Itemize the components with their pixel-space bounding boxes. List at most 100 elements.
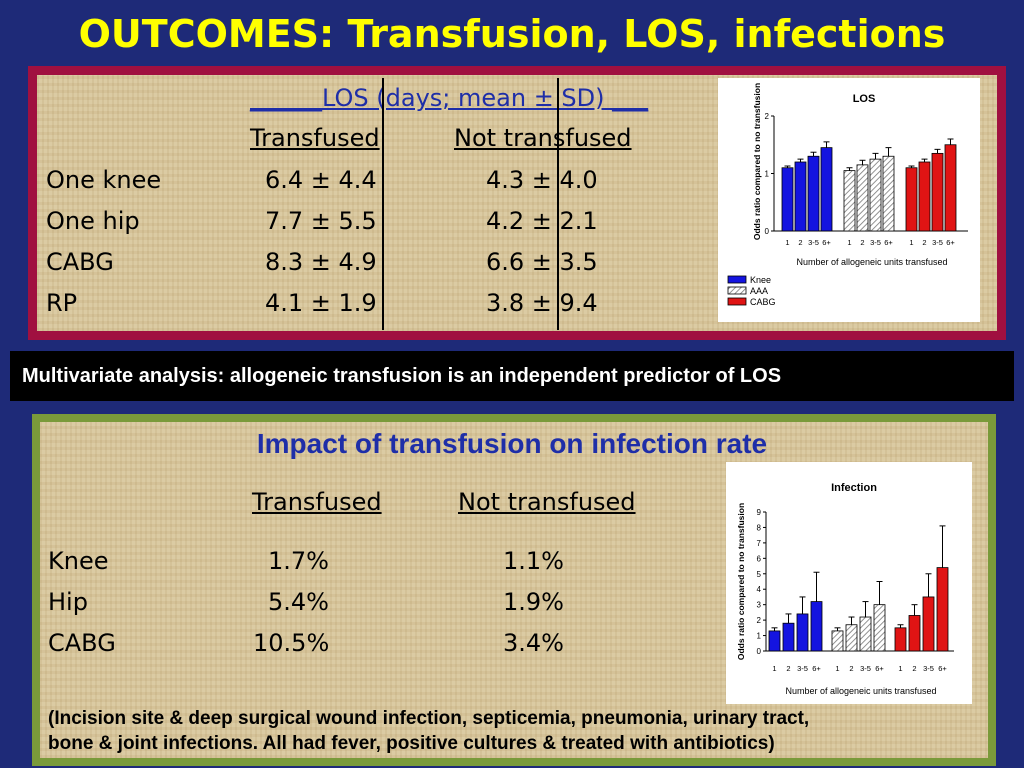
y-tick-label: 7	[757, 539, 762, 548]
x-tick-label: 3-5	[808, 238, 819, 247]
x-tick-label: 6+	[946, 238, 955, 247]
bar-aaa	[856, 164, 869, 232]
y-tick-label: 4	[757, 585, 762, 594]
y-axis-label: Odds ratio compared to no transfusion	[752, 83, 762, 240]
x-tick-label: 2	[922, 238, 926, 247]
bar-knee	[794, 161, 807, 232]
legend-label-knee: Knee	[750, 275, 771, 285]
los-row-not-transfused: 3.8 ± 9.4	[486, 289, 598, 317]
bar-knee	[820, 147, 833, 232]
infection-row-not-transfused: 1.9%	[503, 588, 564, 616]
y-tick-label: 1	[765, 170, 770, 179]
los-row-not-transfused: 6.6 ± 3.5	[486, 248, 598, 276]
legend-label-cabg: CABG	[750, 297, 776, 307]
y-tick-label: 3	[757, 601, 762, 610]
bar-aaa	[859, 616, 872, 652]
x-tick-label: 2	[798, 238, 802, 247]
x-tick-label: 3-5	[932, 238, 943, 247]
bar-knee	[810, 601, 823, 652]
los-col-transfused: Transfused	[250, 124, 380, 152]
x-tick-label: 1	[772, 664, 776, 673]
chart-title: LOS	[853, 93, 876, 105]
y-tick-label: 9	[757, 508, 762, 517]
los-row-transfused: 4.1 ± 1.9	[265, 289, 377, 317]
infection-col-not-transfused: Not transfused	[458, 488, 636, 516]
bar-cabg	[944, 144, 957, 232]
x-tick-label: 6+	[875, 664, 884, 673]
bar-aaa	[843, 170, 856, 232]
infection-footnote: (Incision site & deep surgical wound inf…	[48, 706, 809, 756]
infection-row-transfused: 1.7%	[268, 547, 329, 575]
los-table-heading: ______LOS (days; mean ± SD) ___	[250, 84, 649, 112]
infection-col-transfused: Transfused	[252, 488, 382, 516]
bar-knee	[781, 167, 794, 232]
infection-row-transfused: 10.5%	[253, 629, 330, 657]
y-tick-label: 1	[757, 632, 762, 641]
bar-aaa	[831, 630, 844, 652]
x-tick-label: 2	[860, 238, 864, 247]
bar-aaa	[869, 158, 882, 232]
multivariate-banner: Multivariate analysis: allogeneic transf…	[10, 351, 1014, 401]
x-tick-label: 6+	[884, 238, 893, 247]
infection-row-label: Hip	[48, 588, 88, 616]
y-tick-label: 8	[757, 523, 762, 532]
footnote-line-1: (Incision site & deep surgical wound inf…	[48, 708, 810, 729]
legend-label-aaa: AAA	[750, 286, 768, 296]
bar-cabg	[936, 567, 949, 652]
x-tick-label: 3-5	[860, 664, 871, 673]
bar-knee	[768, 630, 781, 652]
infection-chart-box: Infection 0 1 2 3 4 5 6 7 8 9 Odds ratio compared t…	[726, 462, 972, 704]
y-axis-label: Odds ratio compared to no transfusion	[736, 503, 746, 660]
los-row-not-transfused: 4.2 ± 2.1	[486, 207, 598, 235]
legend-swatch-cabg	[727, 297, 747, 306]
bar-cabg	[922, 596, 935, 652]
x-tick-label: 1	[785, 238, 789, 247]
infection-row-transfused: 5.4%	[268, 588, 329, 616]
y-tick-label: 2	[765, 112, 770, 121]
legend-swatch-aaa	[727, 286, 747, 295]
bar-knee	[796, 613, 809, 652]
bar-knee	[782, 622, 795, 652]
los-row-transfused: 8.3 ± 4.9	[265, 248, 377, 276]
x-tick-label: 1	[847, 238, 851, 247]
los-row-label: CABG	[46, 248, 114, 276]
legend-swatch-knee	[727, 275, 747, 284]
infection-row-label: Knee	[48, 547, 109, 575]
slide-title: OUTCOMES: Transfusion, LOS, infections	[78, 12, 946, 56]
y-tick-label: 0	[765, 227, 770, 236]
bar-cabg	[894, 627, 907, 652]
x-tick-label: 3-5	[797, 664, 808, 673]
x-tick-label: 3-5	[923, 664, 934, 673]
x-tick-label: 3-5	[870, 238, 881, 247]
y-tick-label: 0	[757, 647, 762, 656]
bar-cabg	[931, 152, 944, 232]
x-axis-label: Number of allogeneic units transfused	[796, 257, 947, 267]
x-tick-label: 6+	[812, 664, 821, 673]
infection-row-not-transfused: 1.1%	[503, 547, 564, 575]
los-row-label: RP	[46, 289, 78, 317]
x-tick-label: 1	[909, 238, 913, 247]
y-tick-label: 5	[757, 570, 762, 579]
los-column-divider	[382, 78, 384, 330]
footnote-line-2: bone & joint infections. All had fever, …	[48, 733, 775, 754]
bar-cabg	[918, 161, 931, 232]
chart-title: Infection	[831, 482, 877, 494]
x-tick-label: 6+	[822, 238, 831, 247]
bar-cabg	[905, 167, 918, 232]
y-tick-label: 2	[757, 616, 762, 625]
los-chart-box: LOS 0 1 2 Odds ratio compared to no transfus…	[718, 78, 980, 322]
y-tick-label: 6	[757, 554, 762, 563]
bar-aaa	[873, 604, 886, 652]
x-tick-label: 1	[898, 664, 902, 673]
bar-knee	[807, 155, 820, 232]
x-tick-label: 2	[849, 664, 853, 673]
bar-aaa	[845, 624, 858, 652]
bar-aaa	[882, 155, 895, 232]
los-row-label: One knee	[46, 166, 162, 194]
infection-chart: Infection 0 1 2 3 4 5 6 7 8 9 Odds ratio compared t…	[736, 482, 954, 696]
infection-row-label: CABG	[48, 629, 116, 657]
los-heading-text: LOS (days; mean ± SD)	[322, 84, 605, 112]
x-axis-label: Number of allogeneic units transfused	[785, 686, 936, 696]
los-row-transfused: 7.7 ± 5.5	[265, 207, 377, 235]
